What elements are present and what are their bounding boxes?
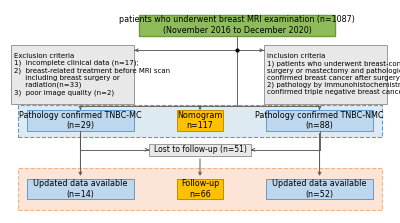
FancyBboxPatch shape [11, 45, 134, 104]
Text: Updated data available
(n=52): Updated data available (n=52) [272, 179, 367, 199]
FancyBboxPatch shape [178, 179, 222, 199]
FancyBboxPatch shape [266, 179, 374, 199]
Text: inclusion criteria
1) patients who underwent breast-conserving
surgery or mastec: inclusion criteria 1) patients who under… [267, 53, 400, 95]
Bar [18, 168, 382, 210]
Text: Follow-up
n=66: Follow-up n=66 [181, 179, 219, 199]
Text: Nomogram
n=117: Nomogram n=117 [177, 111, 223, 130]
FancyBboxPatch shape [149, 144, 251, 156]
FancyBboxPatch shape [26, 179, 134, 199]
Text: Exclusion criteria
1)  incomplete clinical data (n=17);
2)  breast-related treat: Exclusion criteria 1) incomplete clinica… [14, 53, 170, 96]
Bar [18, 105, 382, 137]
FancyBboxPatch shape [266, 110, 374, 131]
FancyBboxPatch shape [139, 15, 335, 35]
Text: Updated data available
(n=14): Updated data available (n=14) [33, 179, 128, 199]
Text: Lost to follow-up (n=51): Lost to follow-up (n=51) [154, 145, 246, 154]
FancyBboxPatch shape [264, 45, 387, 104]
Text: Pathology confirmed TNBC-MC
(n=29): Pathology confirmed TNBC-MC (n=29) [19, 111, 142, 130]
FancyBboxPatch shape [26, 110, 134, 131]
Text: Pathology confirmed TNBC-NMC
(n=88): Pathology confirmed TNBC-NMC (n=88) [255, 111, 384, 130]
Text: patients who underwent breast MRI examination (n=1087)
(November 2016 to Decembe: patients who underwent breast MRI examin… [119, 15, 355, 35]
FancyBboxPatch shape [178, 110, 222, 131]
